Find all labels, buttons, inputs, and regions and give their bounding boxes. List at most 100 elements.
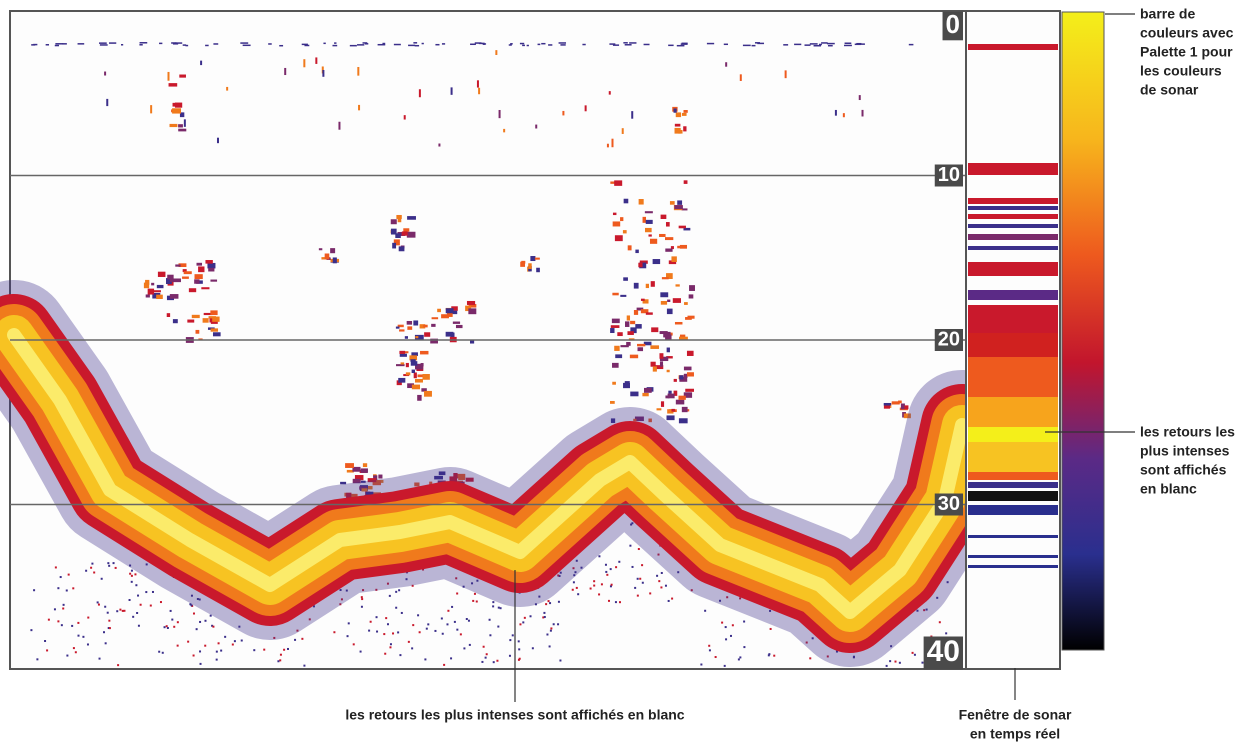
echo [482, 645, 485, 648]
depth-tick-label: 40 [927, 635, 960, 668]
echo [633, 310, 639, 315]
echo [175, 42, 183, 44]
echo [175, 264, 181, 267]
echo [834, 109, 837, 116]
echo [99, 44, 108, 46]
echo [360, 480, 366, 483]
echo [352, 466, 361, 472]
echo [739, 656, 742, 659]
depth-tick-label: 10 [938, 164, 960, 186]
echo [159, 42, 163, 45]
echo [925, 608, 928, 611]
echo [322, 69, 325, 77]
echo [659, 233, 666, 237]
depth-label: 30 [934, 493, 963, 516]
echo [719, 599, 722, 602]
echo [321, 66, 324, 74]
depth-tick-label: 20 [938, 328, 960, 350]
echo [347, 622, 350, 625]
echo [91, 562, 94, 565]
echo [279, 44, 284, 47]
echo [612, 381, 616, 385]
echo [645, 283, 650, 289]
echo [398, 246, 405, 252]
annotation: couleurs avec [1140, 25, 1234, 41]
echo [456, 592, 459, 595]
echo [395, 233, 401, 239]
echo [680, 43, 688, 45]
echo [60, 624, 63, 627]
echo [284, 67, 287, 76]
echo [729, 634, 732, 637]
echo [652, 259, 661, 265]
echo [482, 43, 487, 45]
echo [361, 488, 368, 492]
echo [65, 589, 68, 592]
echo [674, 205, 683, 210]
echo [462, 585, 465, 588]
echo [610, 181, 616, 184]
echo [623, 277, 628, 281]
echo [67, 573, 70, 576]
stripe [968, 44, 1058, 50]
echo [612, 212, 617, 216]
echo [240, 639, 243, 642]
echo [446, 623, 449, 626]
echo [406, 231, 416, 238]
echo [224, 635, 227, 638]
echo [522, 621, 525, 624]
echo [612, 221, 621, 227]
echo [315, 57, 318, 64]
echo [496, 659, 499, 662]
echo [466, 300, 476, 305]
echo [389, 643, 392, 646]
echo [598, 593, 601, 596]
echo [633, 282, 639, 289]
echo [621, 128, 624, 134]
echo [677, 245, 683, 249]
echo [678, 395, 686, 400]
echo [678, 225, 686, 229]
echo [470, 339, 475, 344]
echo [212, 332, 221, 337]
echo [226, 86, 229, 91]
echo [610, 583, 613, 586]
echo [183, 271, 192, 275]
echo [666, 356, 673, 359]
echo [411, 384, 421, 390]
echo [615, 354, 623, 359]
echo [209, 614, 212, 617]
echo [130, 569, 133, 572]
echo [53, 608, 56, 611]
echo [664, 331, 669, 338]
annotation: les retours les [1140, 424, 1235, 440]
echo [434, 475, 443, 480]
echo [683, 126, 687, 132]
echo [673, 390, 678, 396]
echo [654, 365, 664, 370]
echo [212, 316, 220, 322]
echo [679, 375, 684, 380]
echo [891, 401, 900, 405]
echo [349, 44, 357, 47]
echo [196, 597, 199, 600]
echo [362, 463, 368, 468]
echo [723, 43, 729, 46]
echo [334, 42, 337, 44]
echo [631, 565, 634, 568]
caption: les retours les plus intenses sont affic… [345, 707, 684, 723]
echo [683, 366, 692, 371]
echo [635, 249, 639, 254]
echo [681, 112, 687, 116]
echo [97, 603, 100, 606]
echo [443, 663, 446, 666]
echo [346, 635, 349, 638]
echo [600, 583, 603, 586]
stripe [968, 555, 1058, 558]
echo [593, 584, 596, 587]
depth-label: 20 [934, 328, 963, 351]
echo [44, 640, 47, 643]
echo [421, 388, 427, 392]
echo [938, 621, 941, 624]
echo [87, 616, 90, 619]
